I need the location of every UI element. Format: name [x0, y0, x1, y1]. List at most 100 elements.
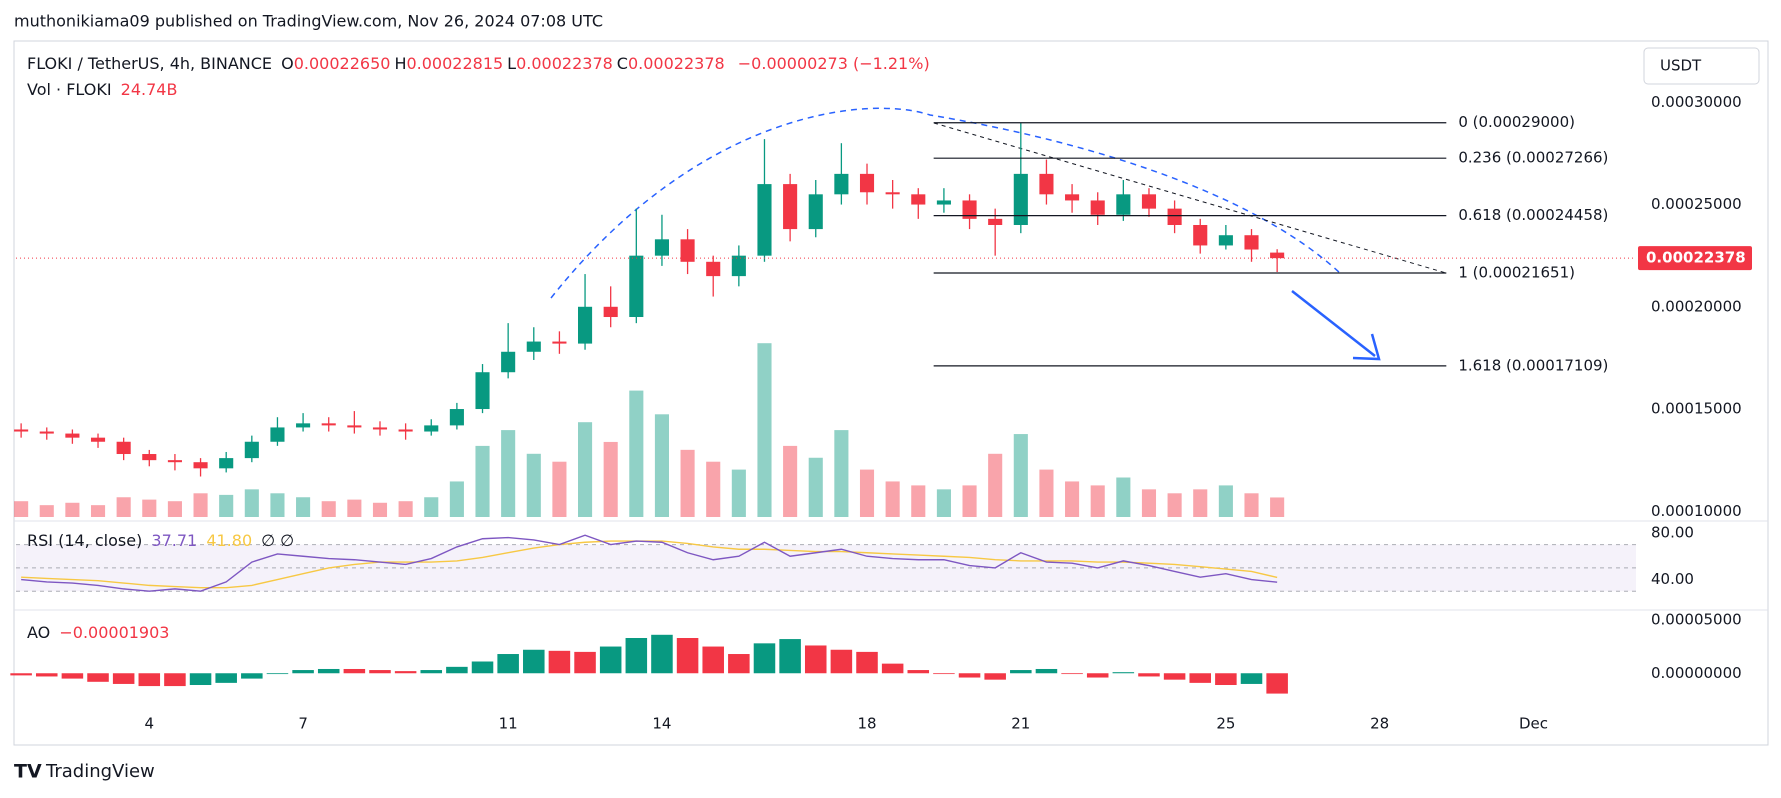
brand: TradingView	[45, 761, 155, 782]
volume-bar	[603, 441, 618, 517]
volume-bar	[1167, 493, 1182, 517]
candle-body	[244, 441, 259, 459]
ao-bar	[1215, 673, 1237, 686]
candle-body	[1065, 194, 1080, 201]
candle-body	[834, 173, 849, 195]
volume-bar	[859, 469, 875, 517]
candle-body	[372, 427, 388, 430]
candle-body	[962, 200, 977, 219]
last-price-label: 0.00022378	[1646, 249, 1746, 267]
ohlc-value: 0.00022650	[293, 54, 391, 73]
ao-bar	[1086, 673, 1109, 678]
candle-body	[911, 194, 926, 205]
brand-logo: TV	[14, 761, 42, 783]
volume-bar	[629, 390, 644, 517]
candle-body	[603, 306, 618, 318]
ao-bar	[599, 646, 622, 674]
candle-body	[1218, 235, 1233, 246]
candle-body	[936, 200, 951, 205]
symbol: FLOKI / TetherUS, 4h, BINANCE	[27, 54, 273, 73]
ao-bar	[702, 646, 724, 674]
ohlc-value: 0.00022815	[406, 54, 504, 73]
volume-bar	[834, 430, 849, 517]
ohlc-key: H	[394, 54, 407, 73]
ao-bar	[779, 639, 801, 674]
ao-bar	[1163, 673, 1186, 680]
ao-bar	[446, 666, 468, 674]
candle-body	[578, 306, 593, 344]
volume-bar	[757, 343, 772, 517]
candle-body	[475, 372, 490, 410]
volume-bar	[39, 505, 54, 517]
ao-bar	[394, 671, 417, 674]
ao-bar	[676, 638, 699, 674]
volume-bar	[475, 445, 490, 517]
ao-bar	[625, 638, 648, 674]
candle-body	[1193, 224, 1208, 246]
ao-bar	[651, 634, 673, 674]
ao-bar	[164, 673, 186, 687]
volume-value: 24.74B	[120, 80, 178, 99]
fib-label: 1 (0.00021651)	[1458, 264, 1575, 282]
volume-bar	[90, 505, 106, 517]
volume-bar	[988, 453, 1003, 517]
ao-bar	[856, 651, 878, 674]
ao-bar	[112, 673, 135, 684]
candle-body	[680, 239, 695, 262]
published-line: muthonikiama09 published on TradingView.…	[14, 12, 603, 31]
chart-frame	[13, 40, 1769, 746]
candle-body	[398, 429, 413, 432]
candle-body	[167, 460, 182, 463]
currency-label[interactable]: USDT	[1660, 57, 1702, 75]
ohlc: O0.00022650 H0.00022815 L0.00022378 C0.0002…	[281, 54, 729, 73]
volume-bar	[193, 493, 208, 517]
ao-bar	[753, 643, 776, 674]
rsi-label: RSI (14, close)	[27, 531, 143, 550]
rsi-header: RSI (14, close) 37.71 41.80 ∅ ∅	[27, 531, 298, 550]
candle-body	[1039, 173, 1054, 195]
x-tick-label: 11	[499, 715, 518, 733]
ao-bar	[804, 645, 827, 674]
candle-body	[526, 341, 541, 352]
candle-body	[757, 184, 772, 256]
volume-bar	[1090, 485, 1105, 517]
candle-body	[808, 194, 823, 230]
candle-body	[1090, 200, 1105, 215]
trend-line	[933, 122, 1447, 274]
volume-bar	[1193, 489, 1208, 517]
rsi-ma-value: 41.80	[206, 531, 253, 550]
ao-bar	[1266, 673, 1288, 694]
x-tick-label: 18	[857, 715, 876, 733]
currency-button[interactable]	[1643, 47, 1760, 85]
ao-bar	[10, 673, 32, 676]
candle-body	[1167, 208, 1182, 225]
volume-bar	[526, 453, 541, 517]
y-tick-label: 0.00025000	[1651, 195, 1742, 213]
candle-body	[501, 351, 516, 373]
ao-bar	[35, 673, 58, 677]
ao-bar	[830, 649, 853, 674]
volume-bar	[962, 485, 977, 517]
ao-value: −0.00001903	[59, 623, 170, 642]
candle-body	[347, 425, 362, 428]
y-tick-label: 0.00015000	[1651, 400, 1742, 418]
y-tick-label: 40.00	[1651, 570, 1694, 588]
ao-bar	[241, 673, 263, 679]
ao-bar	[471, 661, 494, 674]
volume-bar	[321, 501, 336, 517]
volume-bar	[347, 499, 362, 517]
ohlc-key: L	[507, 54, 517, 73]
volume-bar	[65, 502, 80, 517]
volume-bar	[424, 497, 439, 517]
candle-body	[193, 462, 208, 469]
ao-bar	[1189, 673, 1212, 683]
volume-bar	[654, 414, 669, 517]
ao-bar	[1240, 673, 1263, 684]
volume-bar	[552, 461, 567, 517]
candle-body	[449, 409, 464, 426]
x-tick-label: 7	[298, 715, 308, 733]
candle-body	[1270, 252, 1285, 259]
ao-bar	[1035, 668, 1058, 674]
ao-bar	[420, 670, 443, 674]
